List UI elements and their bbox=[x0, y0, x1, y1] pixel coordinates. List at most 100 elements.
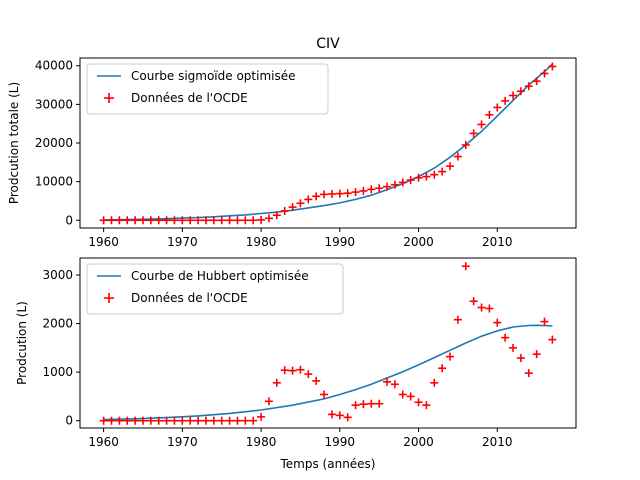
data-point-marker bbox=[320, 390, 329, 399]
data-point-marker bbox=[327, 190, 336, 198]
data-point-marker bbox=[501, 96, 510, 105]
data-point-marker bbox=[414, 398, 423, 407]
data-point-marker bbox=[186, 216, 195, 225]
data-point-marker bbox=[501, 333, 510, 342]
top-legend-entry-fit: Courbe sigmoïde optimisée bbox=[131, 69, 296, 83]
data-point-marker bbox=[485, 110, 494, 119]
data-point-marker bbox=[446, 352, 455, 361]
bottom-x-axis-label: Temps (années) bbox=[280, 457, 376, 471]
bottom-y-axis-label: Prodcution (L) bbox=[15, 301, 29, 385]
top-legend: Courbe sigmoïde optimisée Données de l'O… bbox=[86, 63, 329, 115]
data-point-marker bbox=[304, 370, 313, 379]
data-point-marker bbox=[107, 216, 116, 225]
data-point-marker bbox=[509, 91, 518, 100]
data-point-marker bbox=[422, 172, 431, 181]
data-point-marker bbox=[548, 335, 557, 344]
bottom-legend-entry-fit: Courbe de Hubbert optimisée bbox=[131, 269, 309, 283]
top-y-ticks: 0 10000 20000 30000 40000 bbox=[35, 59, 80, 227]
data-point-marker bbox=[288, 366, 297, 375]
data-point-marker bbox=[477, 120, 486, 129]
bottom-x-ticks: 1960 1970 1980 1990 2000 2010 bbox=[88, 428, 513, 449]
bottom-legend-box bbox=[86, 263, 344, 315]
data-point-marker bbox=[375, 184, 384, 193]
data-point-marker bbox=[367, 399, 376, 408]
data-point-marker bbox=[288, 203, 297, 212]
x-tick-label: 1970 bbox=[167, 435, 198, 449]
x-tick-label: 2000 bbox=[403, 235, 434, 249]
data-point-marker bbox=[359, 186, 368, 195]
bottom-plot-marks bbox=[99, 262, 557, 425]
data-point-marker bbox=[194, 416, 203, 425]
y-tick-label: 0 bbox=[65, 414, 73, 428]
y-tick-label: 2000 bbox=[42, 317, 73, 331]
x-tick-label: 1980 bbox=[246, 435, 277, 449]
data-point-marker bbox=[335, 411, 344, 420]
x-tick-label: 1960 bbox=[88, 435, 119, 449]
data-point-marker bbox=[186, 416, 195, 425]
data-point-marker bbox=[540, 69, 549, 78]
data-point-marker bbox=[217, 416, 226, 425]
data-point-marker bbox=[351, 188, 360, 197]
data-point-marker bbox=[390, 180, 399, 189]
data-point-marker bbox=[524, 82, 533, 91]
data-point-marker bbox=[461, 140, 470, 149]
data-point-marker bbox=[280, 366, 289, 375]
data-point-marker bbox=[461, 262, 470, 271]
data-point-marker bbox=[201, 416, 210, 425]
data-point-marker bbox=[217, 216, 226, 225]
data-point-marker bbox=[280, 207, 289, 215]
data-point-marker bbox=[446, 162, 455, 171]
data-point-marker bbox=[430, 378, 439, 387]
data-point-marker bbox=[264, 214, 273, 223]
x-tick-label: 1960 bbox=[88, 235, 119, 249]
data-point-marker bbox=[343, 413, 352, 422]
data-point-marker bbox=[335, 189, 344, 198]
data-point-marker bbox=[343, 189, 352, 198]
data-point-marker bbox=[225, 416, 234, 425]
bottom-legend-marker-swatch bbox=[104, 293, 114, 303]
data-point-marker bbox=[233, 416, 242, 425]
data-point-marker bbox=[532, 350, 541, 359]
data-point-marker bbox=[296, 199, 305, 208]
data-point-marker bbox=[131, 216, 140, 225]
data-point-marker bbox=[524, 369, 533, 378]
data-point-marker bbox=[327, 410, 336, 419]
data-point-marker bbox=[493, 318, 502, 327]
data-point-marker bbox=[241, 416, 250, 425]
top-subplot: CIV Prodcution totale (L) 1960 1970 1980 19… bbox=[7, 36, 577, 249]
data-point-marker bbox=[516, 87, 525, 96]
data-point-marker bbox=[438, 167, 447, 176]
data-point-marker bbox=[398, 390, 407, 399]
data-point-marker bbox=[320, 190, 329, 199]
data-point-marker bbox=[414, 173, 423, 182]
x-tick-label: 1970 bbox=[167, 235, 198, 249]
bottom-legend-entry-data: Données de l'OCDE bbox=[131, 291, 248, 305]
data-point-marker bbox=[178, 416, 187, 425]
data-point-marker bbox=[257, 215, 266, 224]
data-point-marker bbox=[296, 365, 305, 374]
data-point-marker bbox=[249, 216, 258, 225]
bottom-subplot: Prodcution (L) Temps (années) 1960 1970 19… bbox=[15, 257, 577, 471]
bottom-plot-frame bbox=[79, 257, 577, 429]
x-tick-label: 2010 bbox=[482, 435, 513, 449]
data-point-marker bbox=[406, 176, 415, 185]
data-point-marker bbox=[398, 178, 407, 187]
data-point-marker bbox=[367, 185, 376, 194]
data-point-marker bbox=[469, 129, 478, 138]
bottom-legend: Courbe de Hubbert optimisée Données de l… bbox=[86, 263, 344, 315]
top-legend-entry-data: Données de l'OCDE bbox=[131, 91, 248, 105]
top-legend-marker-swatch bbox=[104, 93, 114, 103]
fit-curve-line bbox=[103, 63, 553, 221]
data-point-marker bbox=[209, 216, 218, 225]
data-point-marker bbox=[304, 195, 313, 204]
top-y-axis-label: Prodcution totale (L) bbox=[7, 82, 21, 204]
top-legend-box bbox=[86, 63, 329, 115]
data-point-marker bbox=[194, 216, 203, 225]
data-point-marker bbox=[312, 192, 321, 201]
data-point-marker bbox=[115, 216, 124, 225]
data-point-marker bbox=[383, 377, 392, 386]
x-tick-label: 2010 bbox=[482, 235, 513, 249]
x-tick-label: 1990 bbox=[325, 435, 356, 449]
data-point-marker bbox=[453, 152, 462, 161]
y-tick-label: 3000 bbox=[42, 268, 73, 282]
